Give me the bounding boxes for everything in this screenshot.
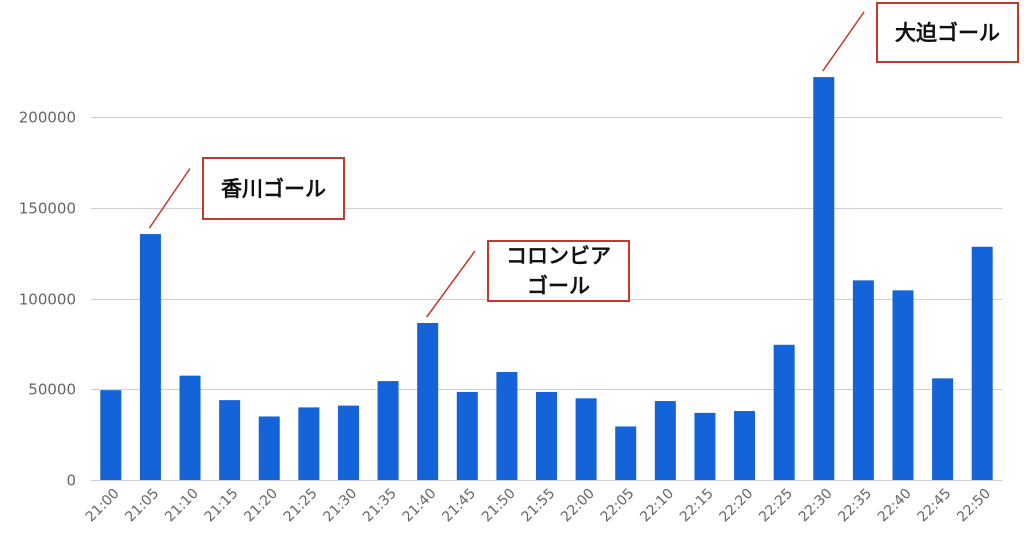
annotation-leader-line <box>148 168 191 229</box>
annotation-kagawa-goal: 香川ゴール <box>202 157 345 220</box>
bar-2105 <box>139 234 161 480</box>
x-tick-label: 21:15 <box>202 486 242 526</box>
bar-2205 <box>615 426 637 480</box>
x-tick-label: 21:10 <box>162 486 202 526</box>
x-tick-label: 22:00 <box>558 486 598 526</box>
bar-2230 <box>813 77 835 480</box>
x-tick-label: 22:05 <box>598 486 638 526</box>
y-tick-label: 150000 <box>19 200 76 218</box>
x-tick-label: 22:20 <box>717 486 757 526</box>
x-tick-label: 21:50 <box>479 486 519 526</box>
x-tick-label: 22:50 <box>954 486 994 526</box>
bar-2250 <box>971 246 993 480</box>
bar-2235 <box>852 280 874 480</box>
bar-2140 <box>417 323 439 480</box>
annotation-line: 大迫ゴール <box>895 20 1000 45</box>
y-tick-label: 200000 <box>19 109 76 127</box>
bar-2240 <box>892 290 914 480</box>
bar-2125 <box>298 407 320 480</box>
annotation-leaders <box>148 11 865 318</box>
annotation-line: ゴール <box>527 274 590 298</box>
bar-2135 <box>377 381 399 480</box>
x-tick-label: 21:35 <box>360 486 400 526</box>
x-tick-label: 22:45 <box>915 486 955 526</box>
x-tick-label: 22:35 <box>835 486 875 526</box>
bar-2225 <box>773 344 795 480</box>
bar-2115 <box>219 400 241 480</box>
bar-2215 <box>694 412 716 480</box>
x-tick-label: 21:30 <box>320 486 360 526</box>
bar-2245 <box>932 378 954 480</box>
bar-2150 <box>496 372 518 480</box>
bar-2130 <box>337 405 359 480</box>
bar-2145 <box>456 391 478 480</box>
annotation-line: コロンビア <box>506 244 611 268</box>
x-tick-label: 22:15 <box>677 486 717 526</box>
bar-2200 <box>575 398 597 480</box>
annotation-line: 香川ゴール <box>221 176 326 201</box>
x-tick-label: 21:05 <box>122 486 162 526</box>
bar-2220 <box>734 411 756 480</box>
x-tick-label: 22:40 <box>875 486 915 526</box>
annotation-osako-goal: 大迫ゴール <box>876 2 1019 63</box>
y-tick-label: 50000 <box>28 381 76 399</box>
y-tick-label: 100000 <box>19 291 76 309</box>
bars <box>100 77 993 480</box>
x-axis-ticks: 21:00 21:05 21:10 21:15 21:20 21:25 21:30 21:35… <box>83 486 994 526</box>
y-tick-label: 0 <box>66 472 76 490</box>
x-tick-label: 21:45 <box>439 486 479 526</box>
bar-2100 <box>100 390 122 480</box>
bar-2120 <box>258 416 280 480</box>
x-tick-label: 22:30 <box>796 486 836 526</box>
annotation-leader-line <box>426 250 476 318</box>
x-tick-label: 21:20 <box>241 486 281 526</box>
y-axis-ticks: 0 50000 100000 150000 200000 <box>19 109 76 490</box>
x-tick-label: 22:10 <box>637 486 677 526</box>
x-tick-label: 21:55 <box>518 486 558 526</box>
annotation-leader-line <box>822 11 865 72</box>
bar-2110 <box>179 375 201 480</box>
bar-2210 <box>654 401 676 480</box>
x-tick-label: 21:40 <box>400 486 440 526</box>
x-tick-label: 21:25 <box>281 486 321 526</box>
x-tick-label: 22:25 <box>756 486 796 526</box>
x-tick-label: 21:00 <box>83 486 123 526</box>
bar-2155 <box>536 391 557 480</box>
annotation-colombia-goal: コロンビア ゴール <box>487 240 630 302</box>
